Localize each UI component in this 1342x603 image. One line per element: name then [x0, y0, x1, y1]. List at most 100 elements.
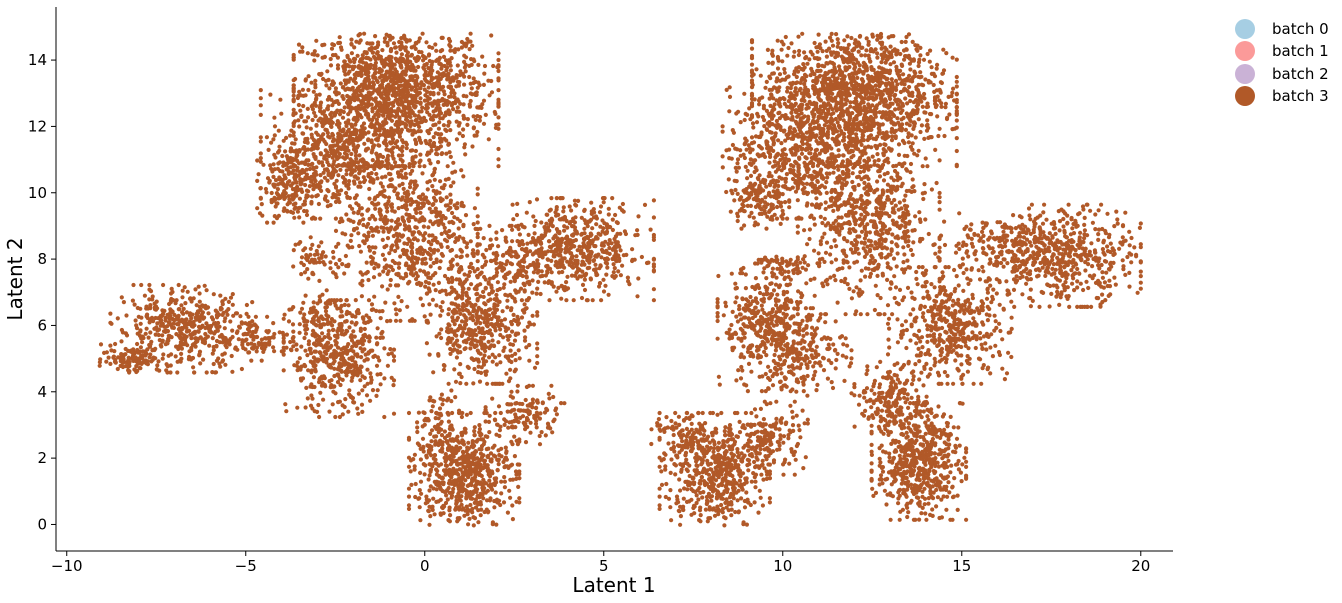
data-point	[115, 316, 120, 321]
data-point	[602, 256, 608, 262]
data-point	[319, 71, 324, 76]
data-point	[280, 153, 285, 159]
data-point	[527, 320, 532, 325]
data-point	[504, 371, 509, 376]
data-point	[226, 299, 231, 304]
data-point	[604, 261, 610, 266]
data-point	[522, 302, 527, 307]
data-point	[357, 243, 362, 249]
data-point	[303, 405, 308, 410]
data-point	[400, 148, 405, 154]
data-point	[281, 336, 286, 341]
data-point	[436, 91, 441, 96]
data-point	[604, 272, 609, 277]
data-point	[448, 198, 453, 203]
data-point	[416, 114, 421, 119]
data-point	[185, 289, 190, 294]
data-point	[448, 339, 453, 344]
data-point	[472, 308, 477, 313]
data-point	[239, 366, 244, 372]
data-point	[543, 250, 548, 255]
data-point	[388, 54, 393, 59]
data-point	[403, 205, 408, 210]
data-point	[354, 131, 359, 136]
data-point	[308, 126, 313, 131]
data-point	[516, 223, 521, 228]
data-point	[263, 186, 268, 192]
data-point	[362, 375, 367, 380]
data-point	[345, 195, 350, 200]
data-point	[366, 230, 371, 235]
data-point	[487, 223, 492, 228]
data-point	[342, 156, 348, 161]
data-point	[391, 411, 397, 416]
data-point	[418, 152, 423, 157]
data-point	[448, 154, 453, 159]
data-point	[258, 159, 263, 164]
data-point	[526, 296, 532, 301]
data-point	[382, 36, 388, 41]
data-point	[309, 132, 314, 137]
data-point	[572, 273, 578, 278]
data-point	[355, 352, 360, 357]
data-point	[133, 318, 138, 323]
data-point	[315, 337, 320, 343]
data-point	[196, 284, 201, 289]
data-point	[380, 175, 385, 180]
data-point	[358, 184, 363, 189]
data-point	[530, 313, 535, 318]
data-point	[524, 345, 529, 350]
data-point	[618, 248, 623, 253]
data-point	[295, 405, 300, 410]
data-point	[291, 158, 296, 163]
data-point	[372, 202, 377, 207]
data-point	[375, 160, 380, 165]
data-point	[397, 183, 402, 188]
data-point	[396, 294, 401, 299]
data-point	[373, 46, 378, 51]
data-point	[511, 275, 516, 280]
data-point	[447, 220, 452, 225]
data-point	[444, 68, 449, 73]
data-point	[523, 335, 528, 340]
data-point	[294, 342, 299, 347]
data-point	[620, 201, 626, 207]
data-point	[347, 392, 352, 397]
data-point	[359, 115, 364, 120]
data-point	[272, 197, 277, 202]
data-point	[376, 114, 381, 119]
data-point	[281, 163, 286, 168]
data-point	[519, 298, 525, 303]
data-point	[161, 282, 166, 288]
data-point	[370, 388, 376, 393]
data-point	[300, 87, 305, 92]
data-point	[271, 321, 276, 326]
data-point	[218, 293, 223, 298]
data-point	[352, 227, 357, 232]
data-point	[522, 259, 527, 264]
data-point	[397, 39, 402, 45]
data-point	[450, 210, 455, 216]
data-point	[335, 63, 341, 68]
data-point	[336, 163, 341, 168]
data-point	[421, 257, 426, 262]
data-point	[308, 246, 313, 251]
data-point	[363, 352, 368, 357]
data-point	[473, 328, 478, 333]
data-point	[298, 108, 303, 113]
data-point	[459, 374, 464, 380]
data-point	[394, 312, 399, 317]
data-point	[337, 112, 343, 117]
data-point	[333, 199, 339, 204]
data-point	[358, 168, 363, 173]
data-point	[397, 134, 402, 139]
data-point	[485, 381, 490, 386]
data-point	[382, 376, 387, 381]
data-point	[295, 95, 300, 101]
data-point	[363, 83, 368, 88]
data-point	[594, 222, 599, 227]
data-point	[395, 129, 400, 134]
data-point	[140, 340, 145, 345]
data-point	[415, 248, 420, 253]
data-point	[373, 96, 378, 101]
